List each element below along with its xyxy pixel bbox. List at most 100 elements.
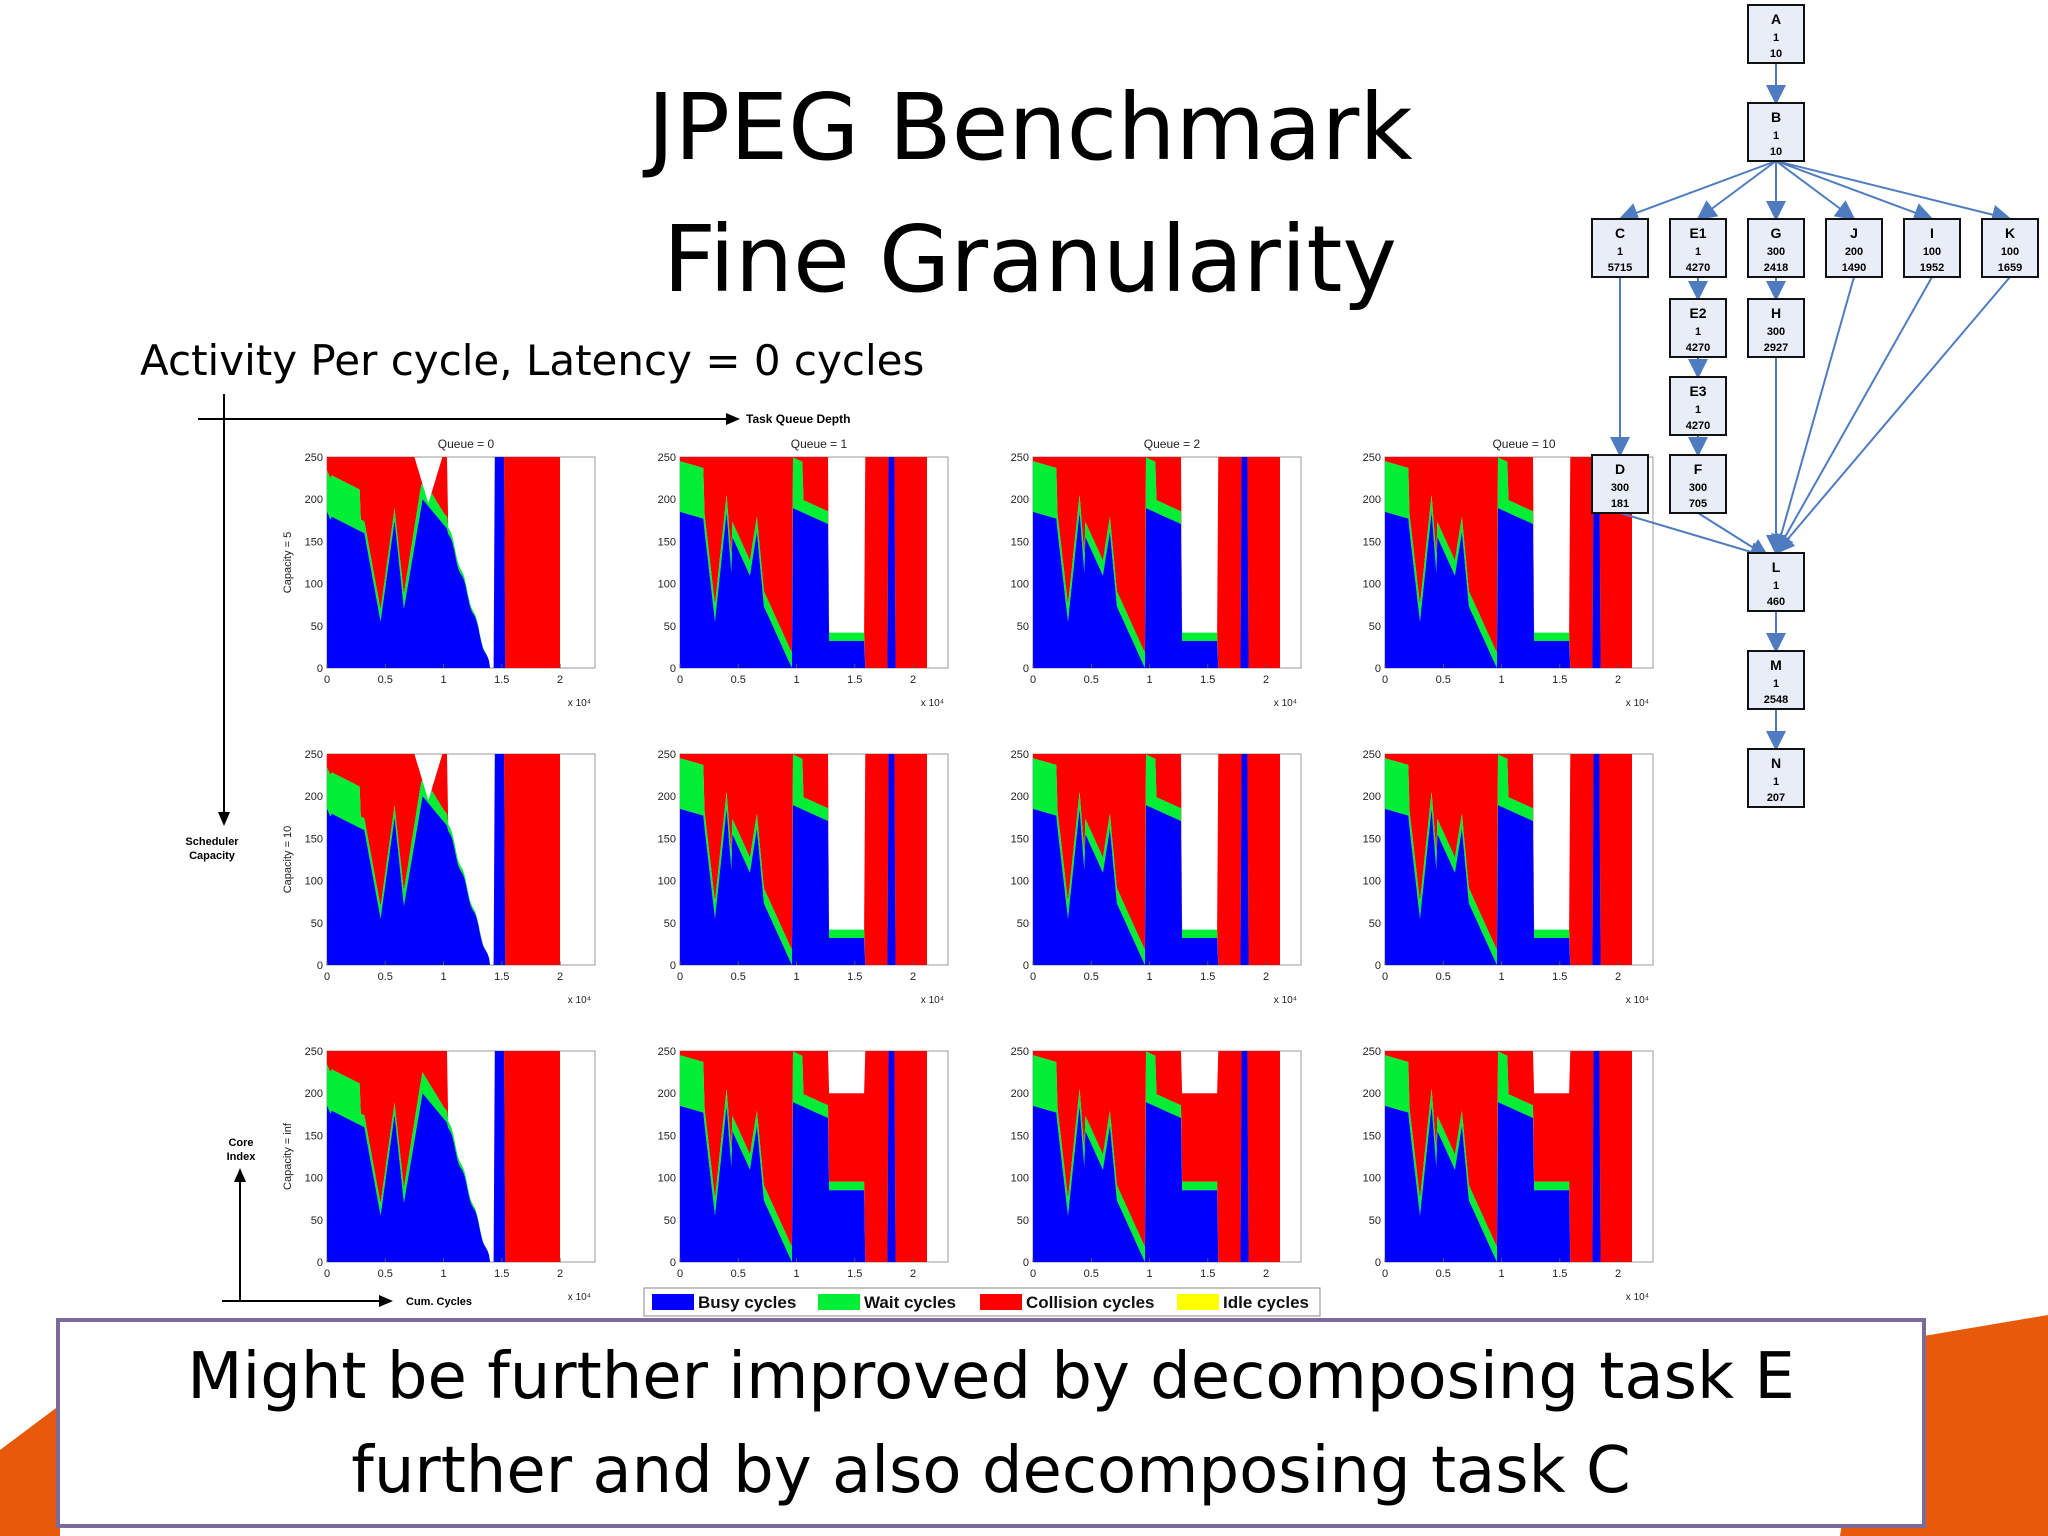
y-tick-label: 150 [305,1130,323,1142]
y-tick-label: 200 [1363,1088,1381,1100]
x-tick-label: 1.5 [1200,971,1215,983]
y-tick-label: 0 [670,960,676,972]
task-node-id: E1 [1689,225,1706,241]
task-node-B: B 1 10 [1747,102,1805,162]
task-node-J: J 200 1490 [1825,218,1883,278]
x-tick-label: 0.5 [378,1268,393,1280]
task-node-value2: 1659 [1998,262,2022,274]
note-box: Might be further improved by decomposing… [56,1318,1926,1528]
task-node-box [1591,218,1649,278]
task-node-H: H 300 2927 [1747,298,1805,358]
column-title-3: Queue = 2 [1144,437,1201,451]
x-tick-label: 1.5 [1552,1268,1567,1280]
collision-area [680,1051,927,1262]
x-tick-label: 0.5 [731,1268,746,1280]
legend-label-3: Collision cycles [1026,1293,1155,1312]
task-node-id: N [1771,755,1781,771]
column-title-2: Queue = 1 [791,437,848,451]
x-exponent-label: x 10⁴ [568,995,591,1006]
task-node-K: K 100 1659 [1981,218,2039,278]
x-tick-label: 0.5 [378,674,393,686]
corner-y-label-line2: Index [227,1151,257,1163]
y-tick-label: 50 [1017,621,1029,633]
x-tick-label: 2 [910,1268,916,1280]
task-node-value1: 300 [1767,326,1785,338]
task-node-id: L [1772,559,1781,575]
busy-area [680,457,927,668]
task-node-D: D 300 181 [1591,454,1649,514]
y-tick-label: 200 [305,791,323,803]
task-node-value2: 207 [1767,792,1785,804]
task-node-L: L 1 460 [1747,552,1805,612]
corner-x-label: Cum. Cycles [406,1296,472,1308]
task-node-id: A [1771,11,1781,27]
y-tick-label: 100 [1011,579,1029,591]
task-node-box [1747,650,1805,710]
collision-area [327,457,560,668]
x-tick-label: 0 [1030,674,1036,686]
task-node-value2: 460 [1767,596,1785,608]
collision-area [1385,1051,1632,1262]
task-node-N: N 1 207 [1747,748,1805,808]
y-tick-label: 250 [658,452,676,464]
x-tick-label: 1.5 [847,674,862,686]
y-tick-label: 100 [658,579,676,591]
y-tick-label: 0 [670,1257,676,1269]
x-tick-label: 1 [1498,1268,1504,1280]
edge-B-I [1775,160,1934,223]
y-tick-label: 0 [317,663,323,675]
y-tick-label: 200 [658,494,676,506]
left-axis-label-line1: Scheduler [185,836,239,848]
y-tick-label: 50 [311,621,323,633]
task-node-box [1747,102,1805,162]
busy-area [327,457,560,668]
y-tick-label: 0 [1375,1257,1381,1269]
plot-r1-c3: 0 50 100 150 200 250 0 0.5 1 1.5 2 x 10⁴ [1011,452,1302,709]
legend-swatch-1 [652,1294,694,1310]
collision-area [680,754,927,965]
task-node-value2: 5715 [1608,262,1632,274]
legend-label-2: Wait cycles [864,1293,956,1312]
task-node-value1: 1 [1773,580,1779,592]
y-tick-label: 250 [1363,749,1381,761]
note-line1: Might be further improved by decomposing… [187,1340,1795,1414]
busy-area [327,1051,560,1262]
y-tick-label: 50 [1369,918,1381,930]
x-tick-label: 0 [677,1268,683,1280]
task-node-I: I 100 1952 [1903,218,1961,278]
edge-B-E1 [1696,160,1777,221]
task-node-id: G [1771,225,1782,241]
y-tick-label: 50 [311,1215,323,1227]
task-node-value2: 181 [1611,498,1629,510]
task-node-value2: 4270 [1686,342,1710,354]
task-node-value1: 100 [2001,246,2019,258]
slide-title-line1: JPEG Benchmark [647,74,1413,181]
y-tick-label: 100 [1363,579,1381,591]
y-tick-label: 50 [664,621,676,633]
x-tick-label: 2 [1615,1268,1621,1280]
collision-area [680,457,927,668]
x-tick-label: 1 [1146,674,1152,686]
x-tick-label: 0 [1382,1268,1388,1280]
y-tick-label: 0 [317,1257,323,1269]
x-tick-label: 1.5 [1552,971,1567,983]
task-node-box [1747,748,1805,808]
task-node-value1: 1 [1695,404,1701,416]
task-node-G: G 300 2418 [1747,218,1805,278]
busy-area [680,754,927,965]
y-tick-label: 100 [305,1173,323,1185]
x-tick-label: 0 [1382,674,1388,686]
y-tick-label: 0 [1375,663,1381,675]
busy-area [1033,457,1280,668]
top-axis-arrowhead [726,413,740,425]
top-axis-label: Task Queue Depth [746,412,850,426]
edge-I-L [1775,276,1933,555]
left-axis-label-line2: Capacity [189,850,236,862]
task-node-value1: 1 [1617,246,1623,258]
x-tick-label: 0.5 [1436,674,1451,686]
plot-r2-c3: 0 50 100 150 200 250 0 0.5 1 1.5 2 x 10⁴ [1011,749,1302,1006]
x-tick-label: 1.5 [1200,674,1215,686]
x-tick-label: 0.5 [731,971,746,983]
decor-shape-left [0,1405,60,1536]
